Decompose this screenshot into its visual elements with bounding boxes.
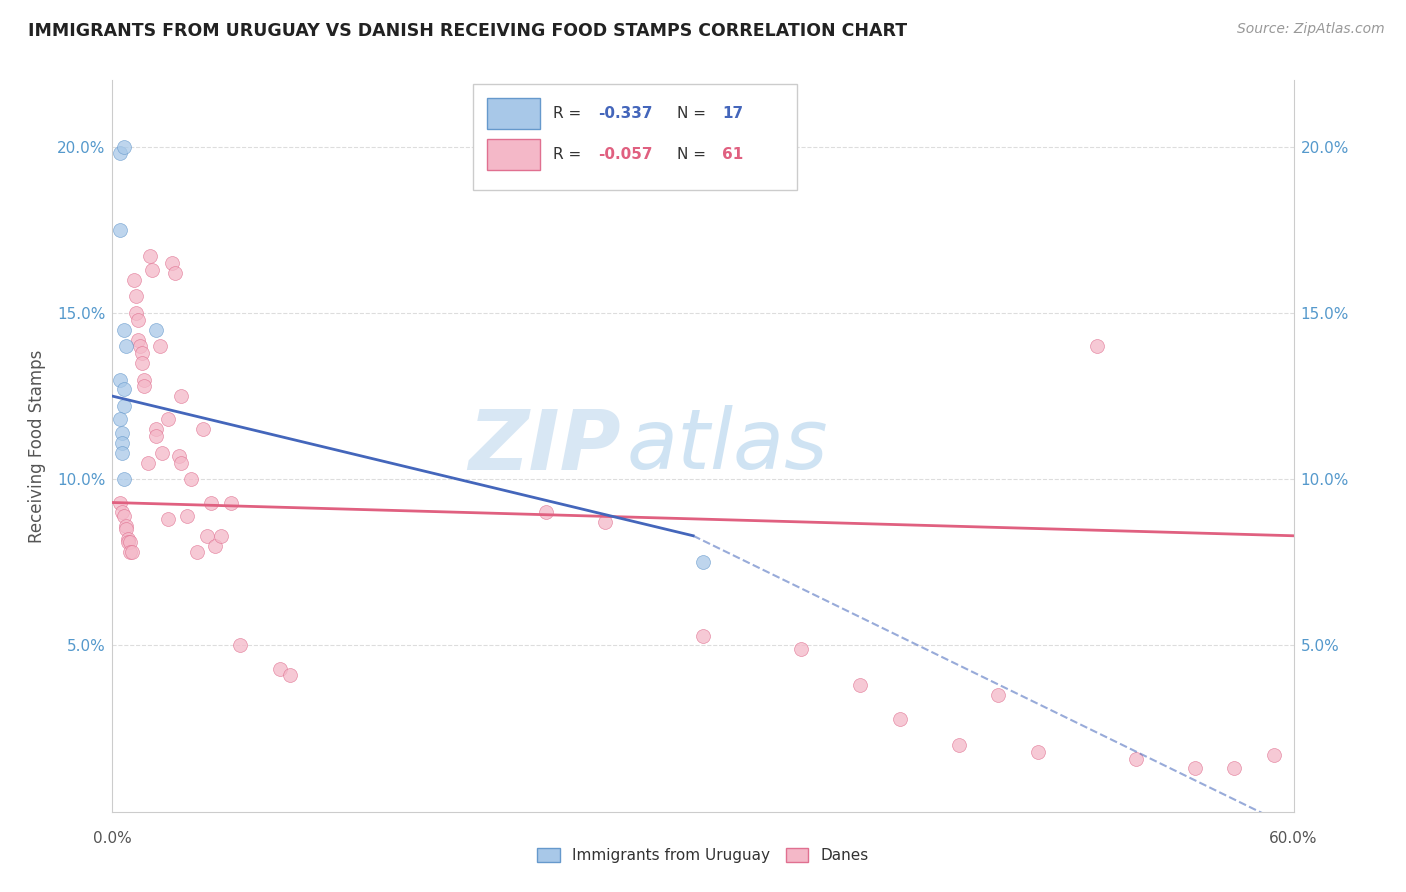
Point (176, 508, 198, 523)
Text: IMMIGRANTS FROM URUGUAY VS DANISH RECEIVING FOOD STAMPS CORRELATION CHART: IMMIGRANTS FROM URUGUAY VS DANISH RECEIV… (28, 22, 907, 40)
Point (145, 422, 167, 436)
Point (200, 495, 222, 509)
Point (129, 339, 152, 353)
Point (145, 429, 167, 443)
Point (160, 256, 183, 270)
Point (987, 689, 1010, 703)
Point (110, 146, 132, 161)
Point (117, 535, 139, 549)
Point (112, 508, 135, 523)
Point (125, 306, 148, 320)
Point (165, 266, 187, 280)
Point (111, 435, 134, 450)
Point (111, 506, 134, 520)
Point (593, 516, 616, 530)
Point (110, 223, 132, 237)
Point (692, 555, 714, 569)
FancyBboxPatch shape (486, 139, 540, 170)
Point (889, 712, 911, 726)
Point (120, 535, 142, 549)
Point (1026, 745, 1049, 759)
Point (186, 545, 208, 559)
Point (1263, 748, 1285, 763)
Point (110, 372, 132, 386)
Point (112, 472, 135, 486)
Point (127, 333, 149, 347)
Text: atlas: atlas (626, 406, 828, 486)
Point (170, 456, 193, 470)
Point (790, 641, 813, 656)
Point (156, 412, 179, 426)
Point (145, 323, 167, 337)
Point (229, 639, 252, 653)
Text: N =: N = (678, 105, 711, 120)
Point (132, 372, 155, 386)
Text: 0.0%: 0.0% (93, 831, 132, 846)
Point (191, 422, 214, 436)
Point (125, 289, 148, 303)
Point (112, 140, 135, 154)
Point (136, 456, 159, 470)
Point (112, 323, 135, 337)
Point (170, 389, 193, 403)
Point (115, 522, 138, 536)
Text: Source: ZipAtlas.com: Source: ZipAtlas.com (1237, 22, 1385, 37)
Point (156, 512, 179, 526)
Point (112, 383, 135, 397)
Y-axis label: Receiving Food Stamps: Receiving Food Stamps (28, 350, 46, 542)
Point (204, 539, 226, 553)
Point (115, 518, 138, 533)
Point (1223, 762, 1246, 776)
Text: 60.0%: 60.0% (1270, 831, 1317, 846)
Point (127, 312, 149, 326)
Point (111, 445, 134, 459)
Point (1125, 751, 1147, 765)
Point (131, 346, 153, 360)
Legend: Immigrants from Uruguay, Danes: Immigrants from Uruguay, Danes (530, 840, 876, 871)
Point (112, 399, 135, 413)
Point (1184, 762, 1206, 776)
Point (141, 262, 163, 277)
Point (150, 445, 173, 459)
Point (180, 472, 202, 486)
Point (110, 495, 132, 509)
Point (111, 425, 134, 440)
Text: -0.337: -0.337 (598, 105, 652, 120)
Point (122, 273, 145, 287)
Point (209, 529, 232, 543)
Point (269, 662, 291, 676)
Point (278, 668, 301, 682)
Point (692, 628, 714, 642)
Point (195, 529, 218, 543)
Text: 17: 17 (721, 105, 742, 120)
Point (115, 339, 138, 353)
Point (121, 545, 143, 559)
Point (149, 339, 172, 353)
Point (1085, 339, 1108, 353)
Point (110, 412, 132, 426)
Point (169, 449, 191, 463)
Point (117, 532, 139, 546)
Text: 61: 61 (721, 147, 744, 162)
Text: ZIP: ZIP (468, 406, 620, 486)
Point (132, 379, 155, 393)
Point (849, 678, 872, 692)
Text: R =: R = (553, 147, 586, 162)
Point (139, 250, 162, 264)
Text: -0.057: -0.057 (598, 147, 652, 162)
Point (131, 356, 153, 370)
Point (219, 495, 242, 509)
Point (120, 545, 142, 559)
FancyBboxPatch shape (486, 98, 540, 129)
Point (948, 738, 970, 752)
FancyBboxPatch shape (472, 84, 797, 190)
Point (534, 506, 557, 520)
Text: R =: R = (553, 105, 586, 120)
Text: N =: N = (678, 147, 711, 162)
